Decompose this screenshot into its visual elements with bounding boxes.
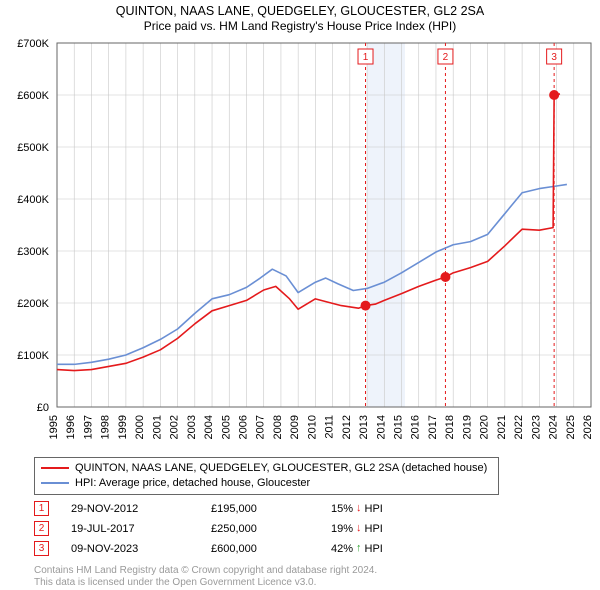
legend-swatch-property <box>41 467 69 469</box>
svg-text:2010: 2010 <box>306 415 318 439</box>
event-row: 1 29-NOV-2012£195,00015% ↓ HPI <box>34 499 600 519</box>
svg-text:£700K: £700K <box>17 38 49 50</box>
svg-text:£300K: £300K <box>17 246 49 258</box>
legend-row-property: QUINTON, NAAS LANE, QUEDGELEY, GLOUCESTE… <box>41 461 492 476</box>
event-delta: 15% ↓ HPI <box>331 503 383 515</box>
price-chart: £0 £100K £200K £300K £400K £500K £600K £700K 199… <box>3 35 597 451</box>
svg-text:2011: 2011 <box>324 415 336 439</box>
legend-row-hpi: HPI: Average price, detached house, Glou… <box>41 476 492 491</box>
footer-attribution: Contains HM Land Registry data © Crown c… <box>34 565 600 590</box>
arrow-down-icon: ↓ <box>356 523 362 534</box>
footer-line-1: Contains HM Land Registry data © Crown c… <box>34 565 600 578</box>
svg-text:1: 1 <box>363 52 369 63</box>
svg-text:1995: 1995 <box>48 415 60 439</box>
legend-label-hpi: HPI: Average price, detached house, Glou… <box>75 476 310 491</box>
svg-text:2000: 2000 <box>134 415 146 439</box>
event-price: £250,000 <box>211 523 331 535</box>
event-date: 09-NOV-2023 <box>71 543 211 555</box>
arrow-up-icon: ↑ <box>356 543 362 554</box>
svg-text:1997: 1997 <box>82 415 94 439</box>
svg-text:2001: 2001 <box>151 415 163 439</box>
svg-text:2002: 2002 <box>169 415 181 439</box>
svg-text:2024: 2024 <box>548 415 560 439</box>
svg-text:2009: 2009 <box>289 415 301 439</box>
svg-text:2: 2 <box>443 52 449 63</box>
svg-text:£500K: £500K <box>17 142 49 154</box>
svg-text:2021: 2021 <box>496 415 508 439</box>
svg-text:2022: 2022 <box>513 415 525 439</box>
event-marker-icon: 3 <box>34 541 49 556</box>
svg-text:1999: 1999 <box>117 415 129 439</box>
svg-text:2008: 2008 <box>272 415 284 439</box>
event-price: £600,000 <box>211 543 331 555</box>
svg-text:2025: 2025 <box>565 415 577 439</box>
chart-container: £0 £100K £200K £300K £400K £500K £600K £700K 199… <box>3 35 597 451</box>
event-marker-icon: 1 <box>34 501 49 516</box>
legend-label-property: QUINTON, NAAS LANE, QUEDGELEY, GLOUCESTE… <box>75 461 487 476</box>
svg-text:2005: 2005 <box>220 415 232 439</box>
event-row: 2 19-JUL-2017£250,00019% ↓ HPI <box>34 519 600 539</box>
svg-text:2003: 2003 <box>186 415 198 439</box>
svg-text:3: 3 <box>551 52 557 63</box>
footer-line-2: This data is licensed under the Open Gov… <box>34 577 600 590</box>
legend: QUINTON, NAAS LANE, QUEDGELEY, GLOUCESTE… <box>34 457 499 495</box>
event-price: £195,000 <box>211 503 331 515</box>
svg-text:2020: 2020 <box>479 415 491 439</box>
svg-text:2023: 2023 <box>530 415 542 439</box>
svg-text:2016: 2016 <box>410 415 422 439</box>
event-table: 1 29-NOV-2012£195,00015% ↓ HPI 2 19-JUL-201… <box>34 499 600 559</box>
svg-text:2015: 2015 <box>393 415 405 439</box>
chart-title: QUINTON, NAAS LANE, QUEDGELEY, GLOUCESTE… <box>0 4 600 18</box>
svg-text:2013: 2013 <box>358 415 370 439</box>
svg-text:2017: 2017 <box>427 415 439 439</box>
svg-text:£200K: £200K <box>17 298 49 310</box>
svg-text:2004: 2004 <box>203 415 215 439</box>
svg-text:£400K: £400K <box>17 194 49 206</box>
chart-title-block: QUINTON, NAAS LANE, QUEDGELEY, GLOUCESTE… <box>0 0 600 35</box>
svg-text:2012: 2012 <box>341 415 353 439</box>
arrow-down-icon: ↓ <box>356 503 362 514</box>
svg-text:£0: £0 <box>37 402 49 414</box>
chart-subtitle: Price paid vs. HM Land Registry's House … <box>0 19 600 33</box>
event-marker-icon: 2 <box>34 521 49 536</box>
legend-swatch-hpi <box>41 482 69 484</box>
svg-text:£600K: £600K <box>17 90 49 102</box>
svg-text:2026: 2026 <box>582 415 594 439</box>
svg-text:2014: 2014 <box>375 415 387 439</box>
svg-text:1998: 1998 <box>100 415 112 439</box>
event-delta: 19% ↓ HPI <box>331 523 383 535</box>
svg-text:2019: 2019 <box>461 415 473 439</box>
svg-text:1996: 1996 <box>65 415 77 439</box>
svg-text:2018: 2018 <box>444 415 456 439</box>
event-delta: 42% ↑ HPI <box>331 543 383 555</box>
event-row: 3 09-NOV-2023£600,00042% ↑ HPI <box>34 539 600 559</box>
svg-text:2007: 2007 <box>255 415 267 439</box>
event-date: 29-NOV-2012 <box>71 503 211 515</box>
event-date: 19-JUL-2017 <box>71 523 211 535</box>
svg-text:£100K: £100K <box>17 350 49 362</box>
svg-text:2006: 2006 <box>237 415 249 439</box>
